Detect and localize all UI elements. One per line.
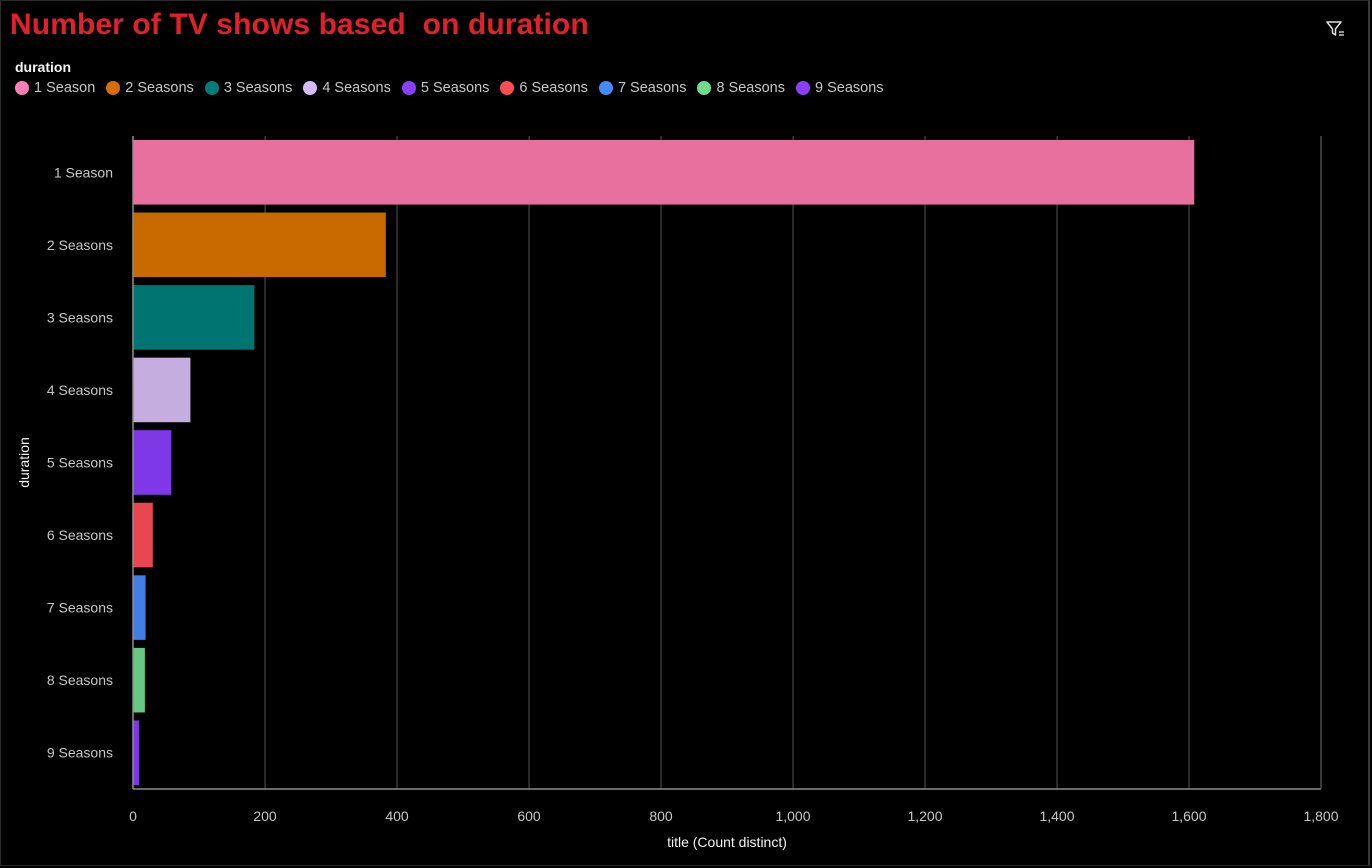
y-tick-label: 4 Seasons xyxy=(47,382,113,398)
legend-swatch xyxy=(598,81,613,95)
x-tick-label: 1,400 xyxy=(1039,808,1074,824)
x-axis-title: title (Count distinct) xyxy=(667,834,787,850)
legend-item[interactable]: 8 Seasons xyxy=(697,80,785,96)
legend: 1 Season 2 Seasons 3 Seasons 4 Seasons 5 Sea… xyxy=(15,80,895,96)
y-tick-label: 5 Seasons xyxy=(47,455,113,471)
x-tick-label: 1,800 xyxy=(1303,808,1338,824)
x-tick-label: 1,200 xyxy=(907,808,942,824)
bar[interactable] xyxy=(133,430,172,495)
x-tick-label: 600 xyxy=(517,808,541,824)
legend-swatch xyxy=(15,81,29,95)
x-tick-label: 800 xyxy=(649,808,673,824)
y-tick-label: 3 Seasons xyxy=(47,309,113,325)
x-tick-label: 0 xyxy=(129,808,137,824)
legend-label: 1 Season xyxy=(34,80,96,96)
y-tick-label: 7 Seasons xyxy=(47,600,113,616)
legend-item[interactable]: 4 Seasons xyxy=(303,80,391,96)
legend-swatch xyxy=(106,81,121,95)
legend-swatch xyxy=(500,81,515,95)
bar[interactable] xyxy=(133,139,1195,205)
bar[interactable] xyxy=(133,647,145,713)
legend-item[interactable]: 7 Seasons xyxy=(598,80,687,96)
legend-label: 2 Seasons xyxy=(125,80,194,96)
bar[interactable] xyxy=(133,575,146,640)
legend-label: 3 Seasons xyxy=(223,80,293,96)
y-tick-label: 1 Season xyxy=(54,164,113,180)
legend-item[interactable]: 3 Seasons xyxy=(204,80,293,96)
legend-title: duration xyxy=(15,59,71,75)
filter-icon[interactable] xyxy=(1324,18,1346,40)
legend-swatch xyxy=(401,81,416,95)
y-tick-label: 2 Seasons xyxy=(47,237,113,253)
legend-label: 5 Seasons xyxy=(420,80,490,96)
legend-swatch xyxy=(204,81,219,95)
bar[interactable] xyxy=(133,502,153,568)
x-tick-label: 1,000 xyxy=(775,808,810,824)
legend-item[interactable]: 6 Seasons xyxy=(500,80,588,96)
x-tick-label: 1,600 xyxy=(1171,808,1206,824)
legend-label: 7 Seasons xyxy=(617,80,687,96)
x-tick-label: 200 xyxy=(253,808,277,824)
legend-label: 4 Seasons xyxy=(322,80,391,96)
x-tick-label: 400 xyxy=(385,808,409,824)
legend-item[interactable]: 5 Seasons xyxy=(401,80,490,96)
legend-label: 8 Seasons xyxy=(716,80,785,96)
y-tick-label: 8 Seasons xyxy=(47,672,113,688)
bar[interactable] xyxy=(133,357,191,423)
y-tick-label: 6 Seasons xyxy=(47,527,113,543)
legend-item[interactable]: 2 Seasons xyxy=(106,80,194,96)
legend-swatch xyxy=(303,81,318,95)
legend-item[interactable]: 9 Seasons xyxy=(796,80,884,96)
legend-label: 9 Seasons xyxy=(815,80,884,96)
bar[interactable] xyxy=(133,285,255,350)
legend-label: 6 Seasons xyxy=(519,80,588,96)
chart-title: Number of TV shows based on duration xyxy=(10,8,589,41)
y-axis-title: duration xyxy=(16,437,32,488)
bar[interactable] xyxy=(133,212,386,278)
legend-item[interactable]: 1 Season xyxy=(15,80,95,96)
bar[interactable] xyxy=(133,720,139,786)
legend-swatch xyxy=(796,81,810,95)
y-tick-label: 9 Seasons xyxy=(47,745,113,761)
legend-swatch xyxy=(697,81,712,95)
